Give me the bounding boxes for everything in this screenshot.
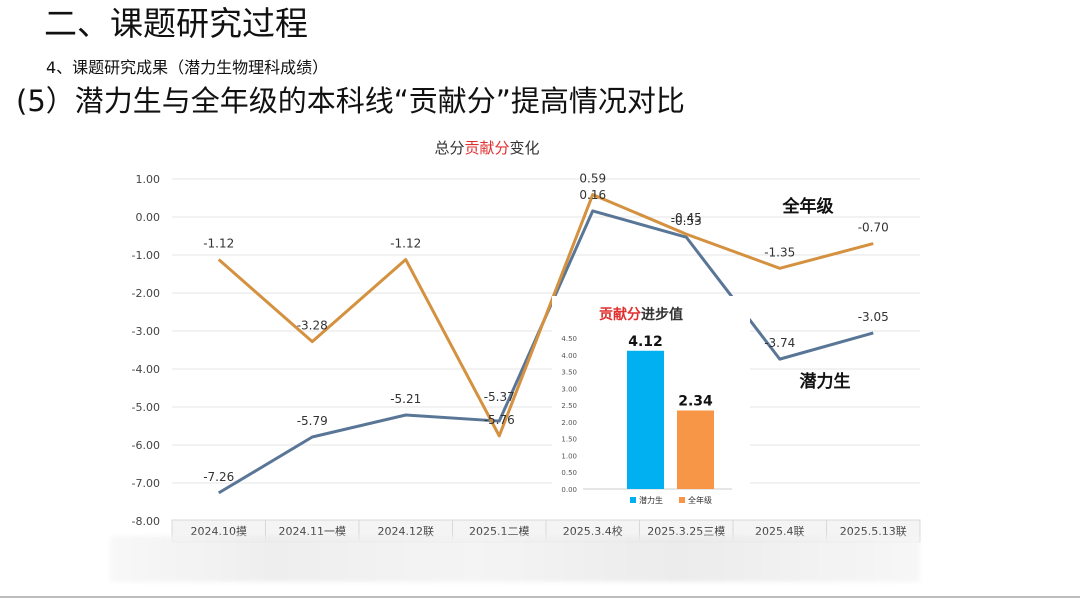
legend-label: 潜力生 (639, 495, 663, 505)
data-label: -5.79 (297, 414, 328, 428)
line-series (217, 193, 874, 495)
y-tick-label: -3.00 (132, 325, 160, 338)
potential-series-label: 潜力生 (800, 371, 851, 392)
inset-bar (627, 350, 664, 489)
data-label: -1.12 (203, 237, 234, 251)
data-label: -7.26 (203, 470, 234, 484)
line-chart-title: 总分贡献分变化 (434, 139, 539, 157)
legend-swatch (679, 497, 685, 503)
series-line-grade (217, 193, 874, 438)
x-tick-label: 2025.4联 (755, 525, 805, 538)
data-label: -0.53 (671, 214, 702, 228)
inset-title-part-1: 贡献分 (599, 306, 641, 323)
inset-bar-label: 2.34 (678, 393, 713, 409)
data-label: -5.76 (484, 413, 515, 427)
y-tick-label: -1.00 (132, 249, 160, 262)
grade-series-label: 全年级 (782, 196, 834, 217)
data-labels: -7.26 -5.79 -5.21 -5.37 0.16 -0.53 -3.74 -3.05 -… (203, 172, 889, 484)
legend-swatch (630, 497, 636, 503)
data-label: -5.37 (484, 390, 515, 404)
y-tick-label: -7.00 (132, 477, 160, 490)
inset-y-tick: 0.50 (561, 469, 577, 477)
inset-y-tick: 1.00 (561, 452, 577, 460)
legend-label: 全年级 (688, 495, 712, 505)
x-tick-label: 2025.3.4校 (563, 524, 623, 538)
slide-heading: (5）潜力生与全年级的本科线“贡献分”提高情况对比 (16, 84, 685, 118)
footer-divider (0, 596, 1080, 598)
y-tick-label: 0.00 (136, 211, 161, 224)
data-label: -0.45 (671, 211, 702, 225)
x-tick-label: 2025.5.13联 (840, 525, 907, 538)
inset-y-tick: 2.00 (561, 419, 577, 427)
y-tick-label: -2.00 (132, 287, 160, 300)
title-part-2: 贡献分 (464, 139, 509, 157)
inset-legend: 潜力生 全年级 (630, 495, 712, 505)
x-tick-label: 2024.11一模 (279, 525, 347, 538)
data-label: -1.12 (390, 237, 421, 251)
y-tick-label: -6.00 (132, 439, 160, 452)
y-tick-label: 1.00 (136, 173, 161, 186)
x-tick-label: 2024.10摸 (191, 525, 248, 538)
data-label: -3.74 (764, 336, 795, 350)
inset-y-tick: 4.50 (561, 335, 577, 343)
inset-title: 贡献分进步值 (599, 306, 683, 323)
y-tick-label: -5.00 (132, 401, 160, 414)
y-tick-label: -8.00 (132, 515, 160, 528)
title-part-3: 变化 (510, 139, 540, 157)
data-label: 0.59 (579, 172, 606, 186)
inset-bar-label: 4.12 (628, 334, 663, 350)
data-label: 0.16 (579, 188, 606, 202)
inset-y-tick: 2.50 (561, 402, 577, 410)
inset-y-tick: 3.00 (561, 385, 577, 393)
inset-bar-chart: 贡献分进步值 4.50 4.00 3.50 3.00 2.50 2.00 1.50 1.00 0… (552, 296, 750, 512)
x-tick-label: 2024.12联 (378, 525, 435, 538)
title-part-1: 总分 (434, 139, 464, 157)
x-tick-label: 2025.1二模 (469, 525, 530, 538)
y-axis: 1.00 0.00 -1.00 -2.00 -3.00 -4.00 -5.00 -6.00 -7… (132, 173, 160, 528)
blurred-row (110, 536, 920, 582)
inset-y-tick: 4.00 (561, 352, 577, 360)
y-tick-label: -4.00 (132, 363, 160, 376)
inset-bar (677, 410, 714, 489)
data-label: -1.35 (764, 245, 795, 259)
slide-subtitle: 4、课题研究成果（潜力生物理科成绩） (46, 58, 329, 77)
data-label: -3.28 (297, 319, 328, 333)
data-label: -3.05 (858, 310, 889, 324)
inset-y-tick: 0.00 (561, 486, 577, 494)
inset-title-part-2: 进步值 (641, 306, 683, 323)
inset-y-tick: 3.50 (561, 369, 577, 377)
slide-title: 二、课题研究过程 (44, 4, 308, 43)
inset-y-tick: 1.50 (561, 436, 577, 444)
data-label: -5.21 (390, 392, 421, 406)
x-tick-label: 2025.3.25三模 (647, 525, 725, 538)
data-label: -0.70 (858, 221, 889, 235)
